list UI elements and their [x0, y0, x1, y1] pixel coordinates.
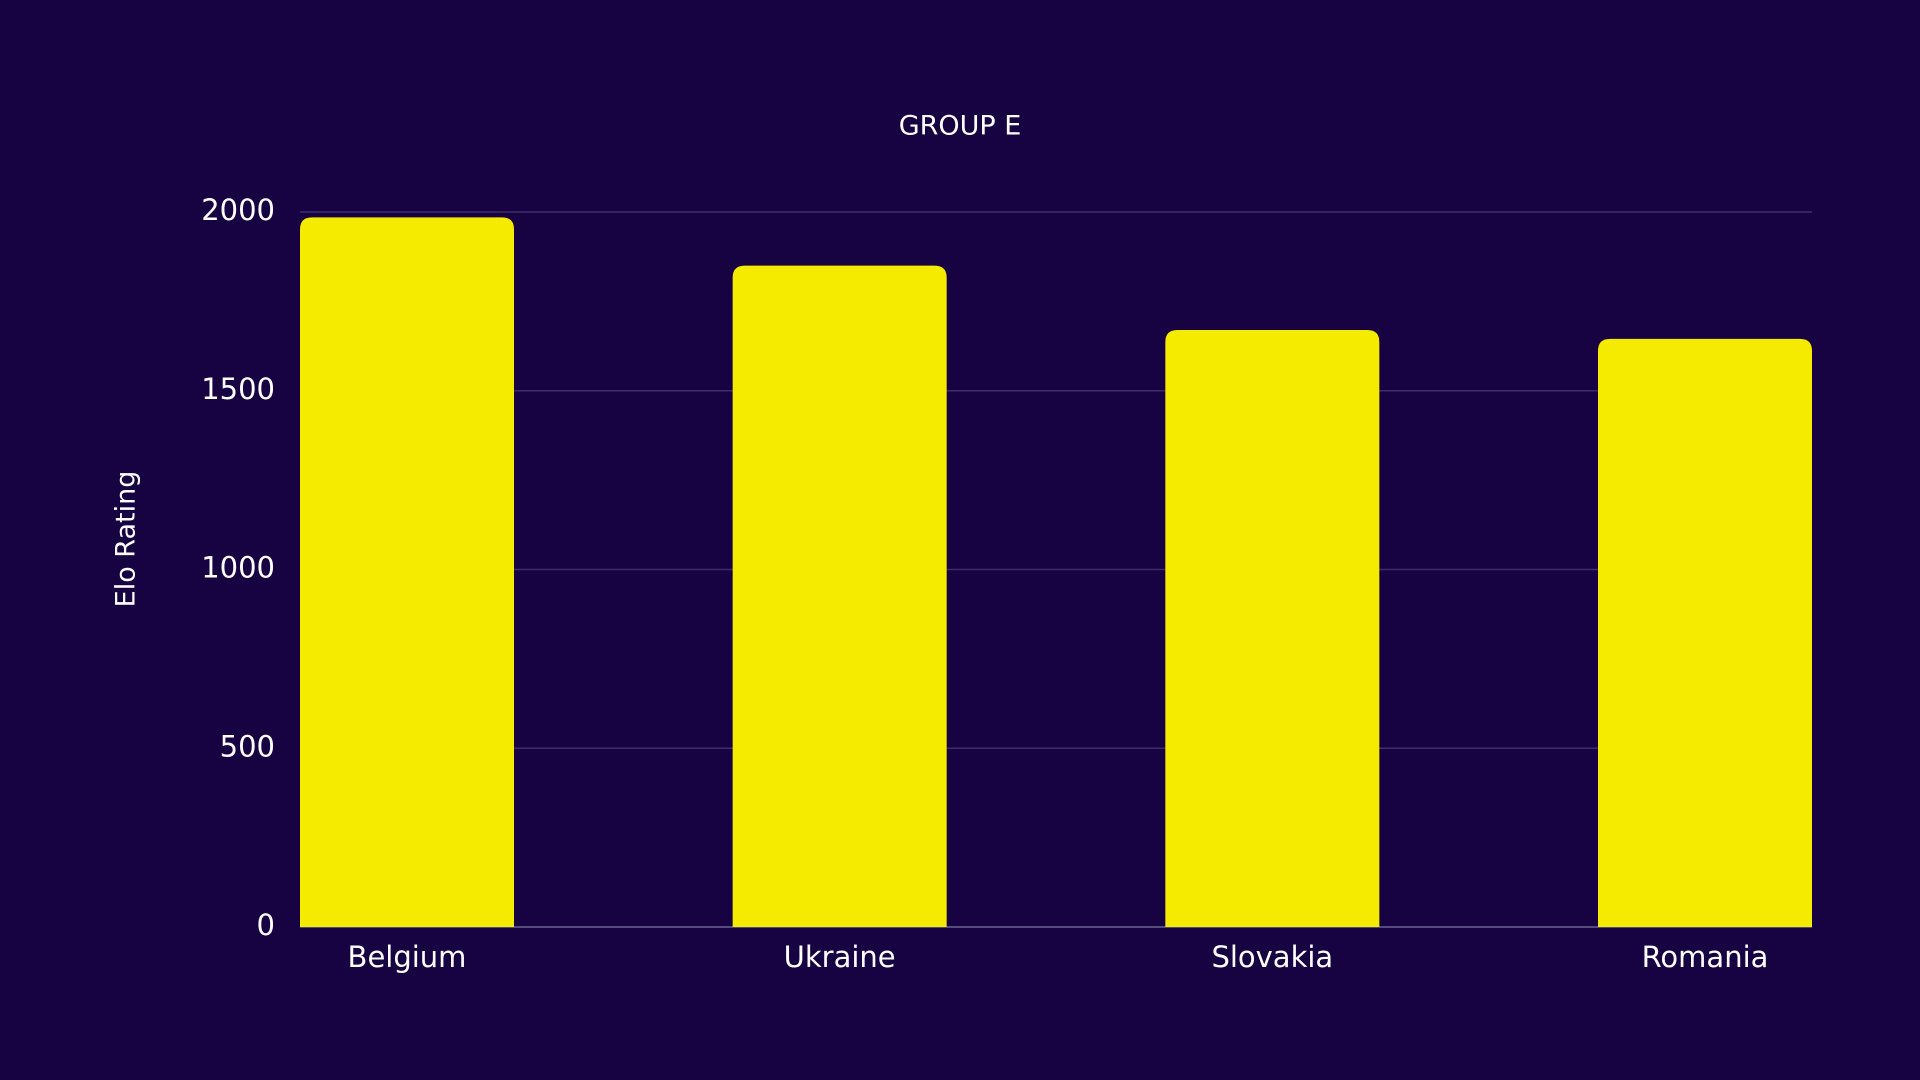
y-tick-label: 1000	[201, 551, 275, 585]
x-tick-label: Ukraine	[784, 940, 896, 974]
x-tick-label: Romania	[1642, 940, 1769, 974]
y-axis-label: Elo Rating	[111, 471, 142, 608]
bar	[732, 265, 947, 927]
y-tick-label: 500	[220, 729, 275, 763]
bar	[1165, 329, 1380, 928]
x-tick-label: Belgium	[348, 940, 467, 974]
chart-title: GROUP E	[899, 111, 1022, 142]
x-tick-label: Slovakia	[1211, 940, 1333, 974]
bar	[300, 217, 514, 928]
bar	[1598, 338, 1812, 928]
y-tick-label: 0	[257, 908, 275, 942]
y-tick-label: 2000	[201, 193, 275, 227]
y-tick-label: 1500	[201, 372, 275, 406]
